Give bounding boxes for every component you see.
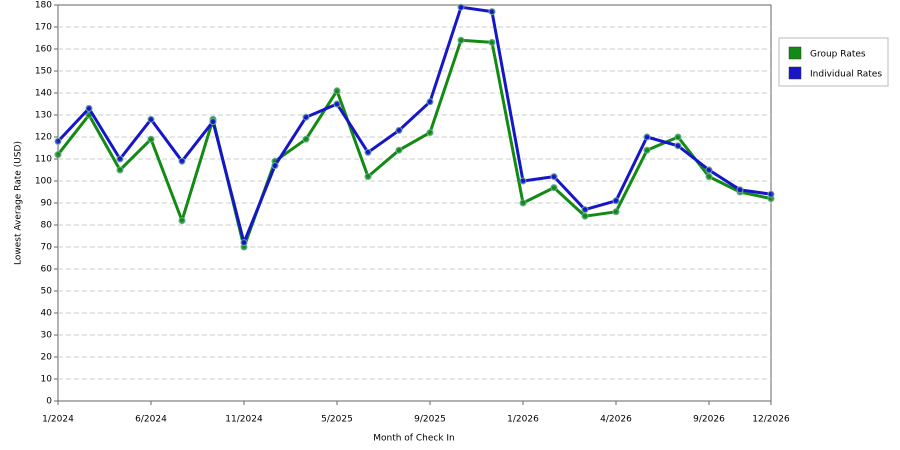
x-tick-label: 11/2024 xyxy=(225,415,263,425)
y-tick-label: 180 xyxy=(35,1,52,11)
data-point xyxy=(581,206,589,214)
data-point xyxy=(364,148,372,156)
x-tick-label: 5/2025 xyxy=(321,415,353,425)
y-tick-label: 30 xyxy=(41,331,53,341)
y-tick-label: 50 xyxy=(41,287,53,297)
data-point xyxy=(736,186,744,194)
data-point xyxy=(395,146,403,154)
data-point xyxy=(54,151,62,159)
data-point xyxy=(643,146,651,154)
x-tick-label: 6/2024 xyxy=(135,415,167,425)
legend-swatch xyxy=(788,46,802,60)
y-tick-label: 110 xyxy=(35,155,52,165)
data-point xyxy=(612,197,620,205)
y-tick-label: 170 xyxy=(35,23,52,33)
data-point xyxy=(85,104,93,112)
data-point xyxy=(488,8,496,16)
data-point xyxy=(643,133,651,141)
data-point xyxy=(116,166,124,174)
data-point xyxy=(426,129,434,137)
x-tick-label: 1/2026 xyxy=(507,415,539,425)
data-point xyxy=(767,190,775,198)
data-point xyxy=(550,184,558,192)
y-tick-label: 130 xyxy=(35,111,52,121)
data-point xyxy=(116,155,124,163)
x-tick-label: 9/2025 xyxy=(414,415,446,425)
x-tick-label: 4/2026 xyxy=(600,415,632,425)
data-point xyxy=(519,199,527,207)
data-point xyxy=(457,36,465,44)
y-tick-label: 20 xyxy=(41,353,53,363)
y-tick-label: 140 xyxy=(35,89,52,99)
data-point xyxy=(271,162,279,170)
series-line xyxy=(56,38,772,249)
data-point xyxy=(302,113,310,121)
data-point xyxy=(674,142,682,150)
data-point xyxy=(240,239,248,247)
data-point xyxy=(364,173,372,181)
data-point xyxy=(209,118,217,126)
legend-label: Group Rates xyxy=(810,50,866,60)
x-tick-label: 1/2024 xyxy=(42,415,74,425)
y-tick-label: 90 xyxy=(41,199,53,209)
y-tick-label: 120 xyxy=(35,133,52,143)
legend-label: Individual Rates xyxy=(810,70,882,80)
data-point xyxy=(147,115,155,123)
data-point xyxy=(302,135,310,143)
data-point xyxy=(612,208,620,216)
data-point xyxy=(54,137,62,145)
y-tick-label: 100 xyxy=(35,177,52,187)
data-point xyxy=(705,173,713,181)
data-point xyxy=(519,177,527,185)
y-tick-label: 70 xyxy=(41,243,53,253)
y-tick-label: 160 xyxy=(35,45,52,55)
legend-swatch xyxy=(788,66,802,80)
x-axis-label: Month of Check In xyxy=(373,434,455,444)
y-tick-label: 80 xyxy=(41,221,53,231)
data-point xyxy=(395,126,403,134)
data-point xyxy=(581,212,589,220)
data-point xyxy=(674,133,682,141)
data-point xyxy=(333,87,341,95)
data-point xyxy=(705,166,713,174)
y-tick-label: 60 xyxy=(41,265,53,275)
data-point xyxy=(550,173,558,181)
data-point xyxy=(426,98,434,106)
x-tick-label: 12/2026 xyxy=(752,415,790,425)
data-point xyxy=(488,38,496,46)
x-tick-label: 9/2026 xyxy=(693,415,725,425)
data-point xyxy=(457,3,465,11)
y-tick-label: 10 xyxy=(41,375,53,385)
data-point xyxy=(178,217,186,225)
data-point xyxy=(333,100,341,108)
y-tick-label: 150 xyxy=(35,67,52,77)
series-line xyxy=(56,5,772,245)
data-point xyxy=(178,157,186,165)
y-tick-label: 40 xyxy=(41,309,53,319)
data-point xyxy=(147,135,155,143)
y-axis-label: Lowest Average Rate (USD) xyxy=(14,141,24,265)
y-tick-label: 0 xyxy=(46,397,52,407)
